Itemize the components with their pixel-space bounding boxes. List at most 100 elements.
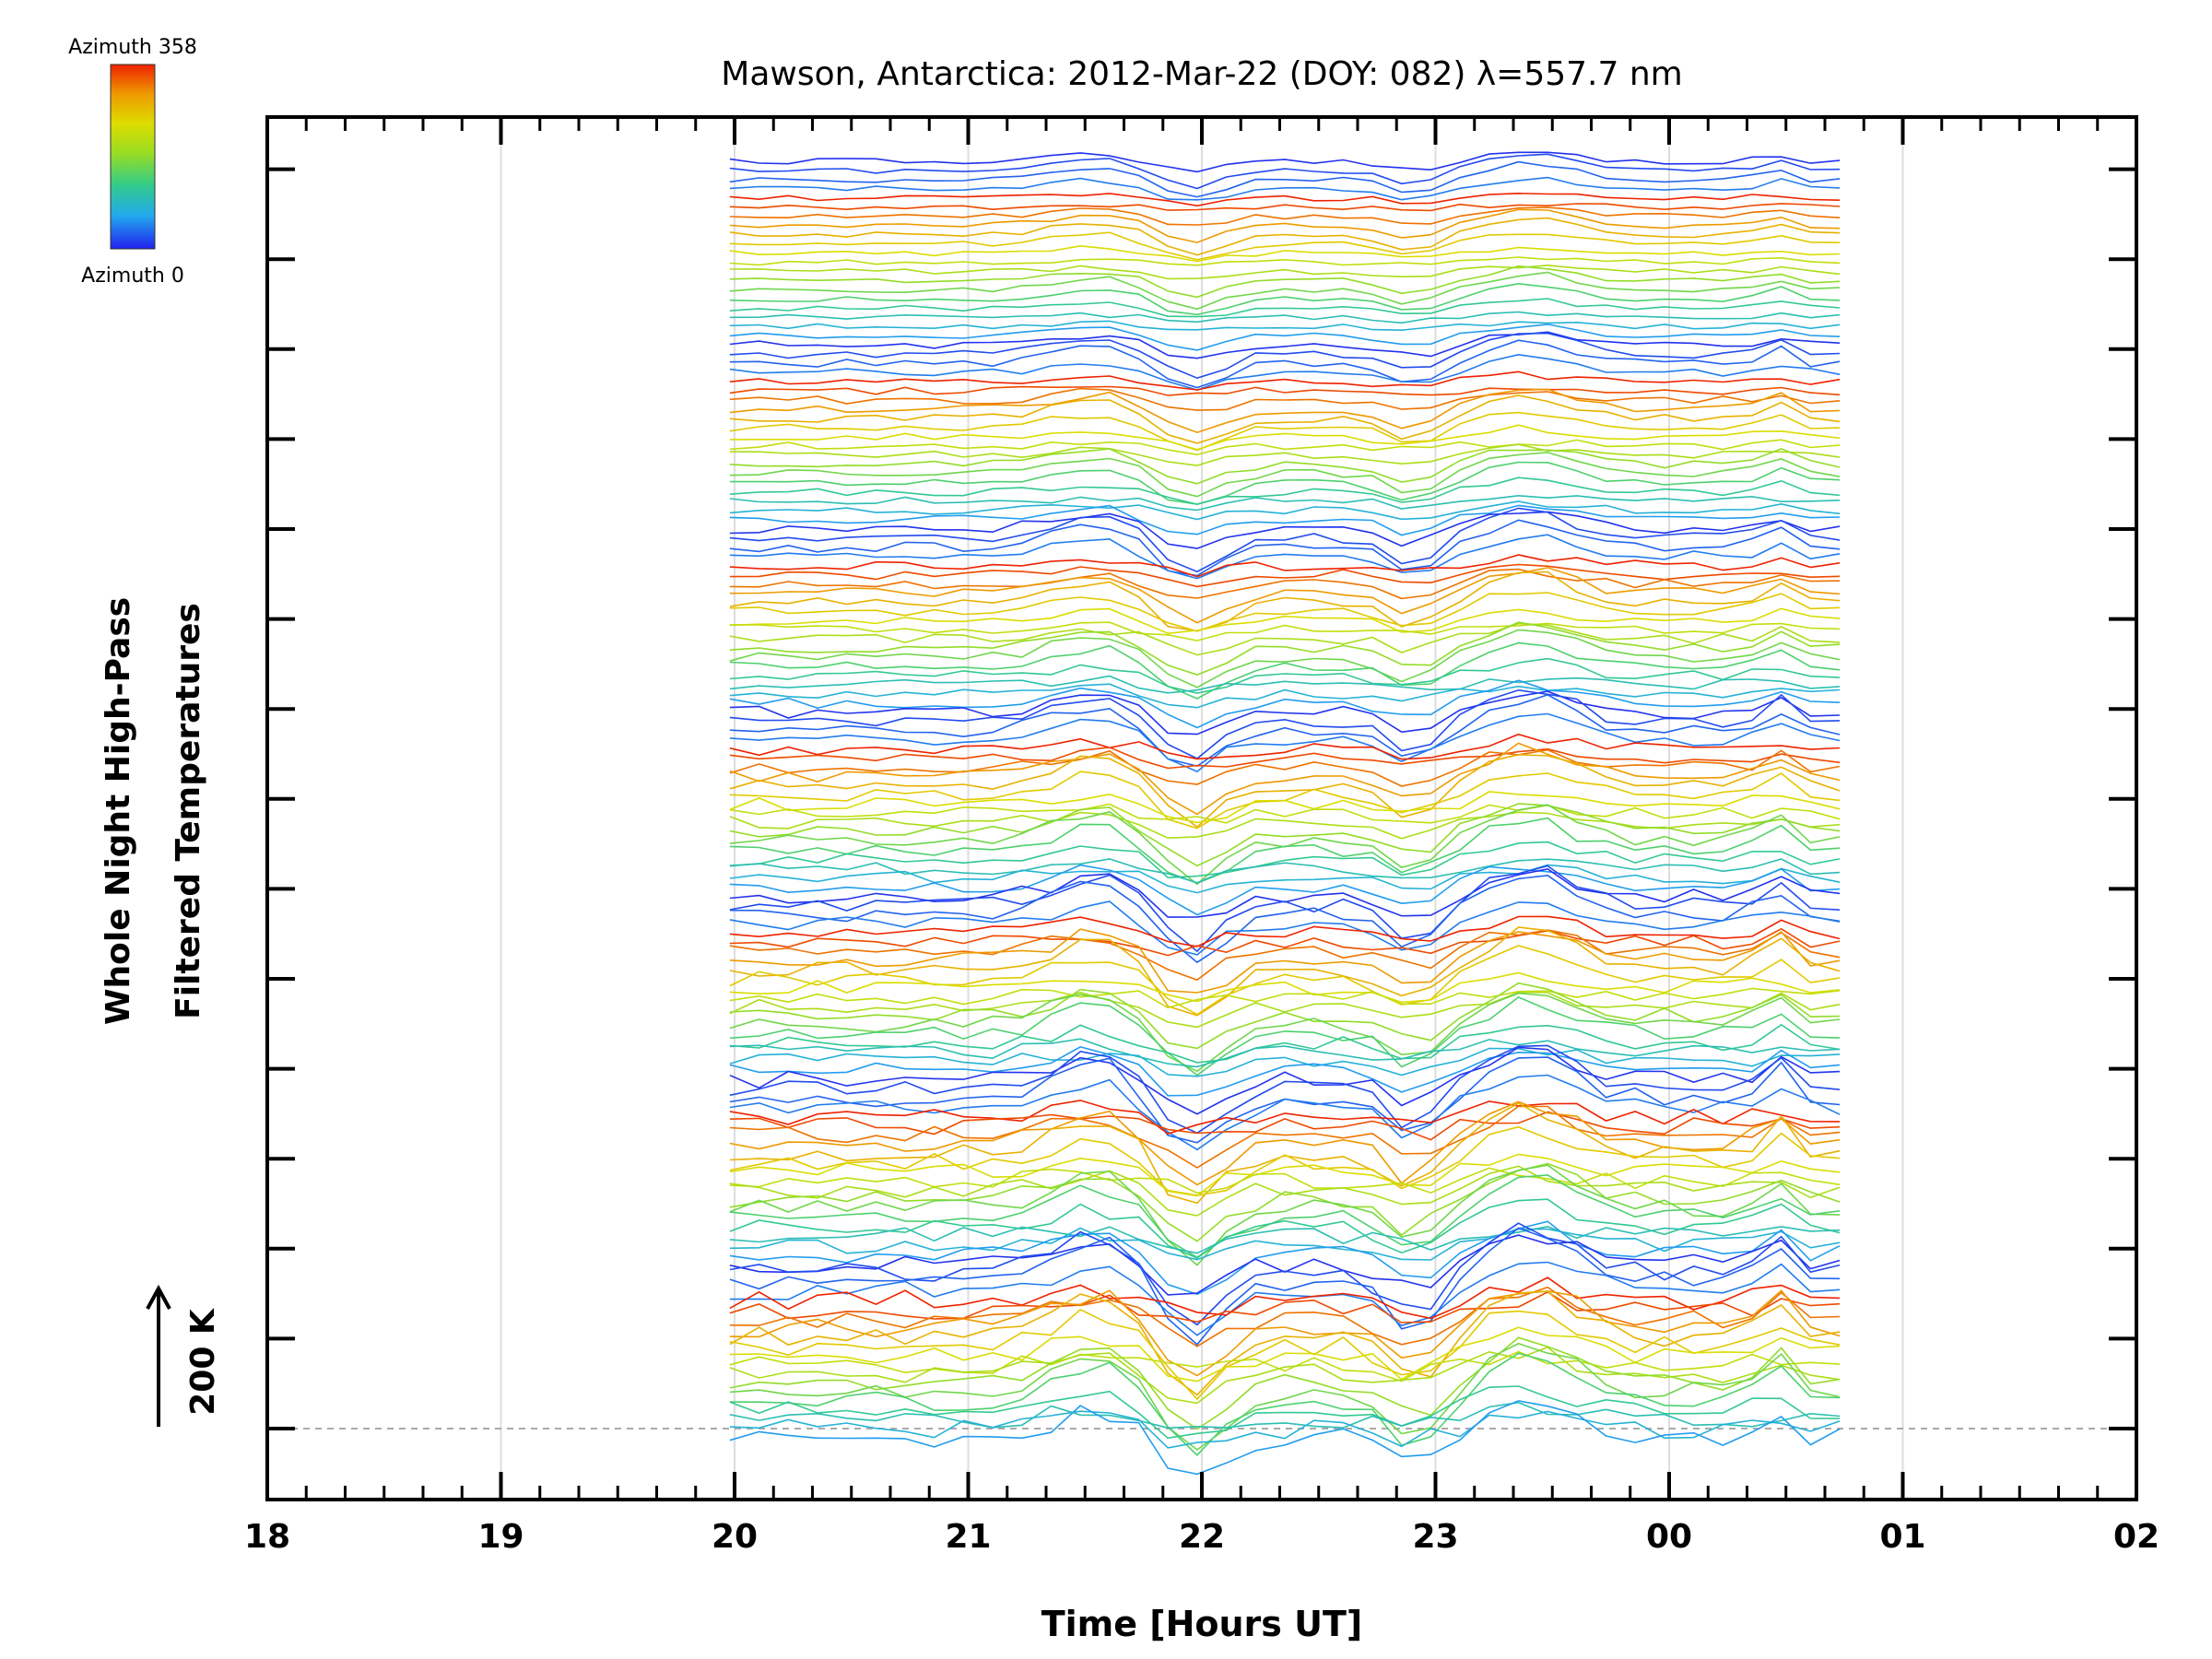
azimuth-series-line [729,987,1841,1009]
azimuth-series-line [729,629,1841,688]
azimuth-series-line [729,231,1841,261]
azimuth-series-line [729,1167,1841,1194]
azimuth-series-line [729,1227,1841,1346]
azimuth-series-line [729,1047,1841,1077]
azimuth-series-line [729,1261,1841,1336]
azimuth-series-line [729,868,1841,918]
azimuth-series-line [729,945,1841,1016]
azimuth-series-line [729,1336,1841,1430]
azimuth-series-line [729,1385,1841,1440]
azimuth-series-line [729,494,1841,512]
azimuth-series-line [729,339,1841,389]
azimuth-series-line [729,982,1841,1050]
azimuth-series-line [729,1289,1841,1377]
y-axis-label-line2: Filtered Temperatures [170,603,207,1019]
azimuth-series-line [729,641,1841,700]
azimuth-series-line [729,712,1841,773]
azimuth-series-line [729,1350,1841,1382]
x-tick-label: 01 [1879,1518,1925,1556]
azimuth-series-line [729,331,1841,359]
azimuth-series-line [729,683,1841,709]
azimuth-series-line [729,791,1841,824]
scale-label: 200 K [184,1308,222,1416]
azimuth-series-line [729,1038,1841,1068]
azimuth-series-line [729,971,1841,1004]
azimuth-series-line [729,203,1841,212]
x-tick-label: 00 [1646,1518,1692,1556]
azimuth-series-line [729,282,1841,316]
azimuth-series-line [729,151,1841,173]
x-tick-label: 22 [1179,1518,1225,1556]
azimuth-series-line [729,1046,1841,1115]
azimuth-series-line [729,1125,1841,1196]
azimuth-series-line [729,928,1841,994]
azimuth-series-line [729,519,1841,577]
azimuth-series-line [729,992,1841,1073]
azimuth-series-line [729,1410,1841,1449]
azimuth-series-line [729,176,1841,201]
azimuth-series-line [729,621,1841,641]
azimuth-series-line [729,1162,1841,1242]
azimuth-series-line [729,217,1841,256]
azimuth-colorbar [110,64,156,250]
azimuth-series-line [729,1401,1841,1430]
azimuth-series-line [729,927,1841,957]
azimuth-series-line [729,206,1841,226]
azimuth-series-line [729,679,1841,729]
azimuth-series-line [729,747,1841,770]
azimuth-series-line [729,1225,1841,1254]
azimuth-series-line [729,1100,1841,1135]
azimuth-series-line [729,1400,1841,1476]
azimuth-series-line [729,1227,1841,1261]
azimuth-series-line [729,915,1841,947]
azimuth-series-line [729,621,1841,676]
azimuth-series-line [729,1346,1841,1405]
x-tick-label: 20 [712,1518,758,1556]
azimuth-series-line [729,332,1841,380]
azimuth-series-line [729,511,1841,549]
azimuth-series-line [729,1100,1841,1186]
azimuth-series-line [729,568,1841,600]
azimuth-series-line [729,452,1841,498]
azimuth-series-line [729,448,1841,485]
azimuth-series-line [729,803,1841,824]
azimuth-series-line [729,1023,1841,1064]
azimuth-series-line [729,477,1841,506]
azimuth-series-line [729,411,1841,452]
x-tick-label: 23 [1412,1518,1458,1556]
axis-ticks [265,117,2138,1500]
azimuth-series-line [729,507,1841,573]
azimuth-series-line [729,160,1841,198]
azimuth-series-line [729,271,1841,311]
azimuth-series-line [729,1222,1841,1326]
azimuth-series-line [729,1111,1841,1141]
azimuth-series-line [729,439,1841,456]
azimuth-series-line [729,1326,1841,1382]
azimuth-series-line [729,1277,1841,1320]
azimuth-series-line [729,153,1841,190]
azimuth-series-line [729,1074,1841,1151]
azimuth-series-line [729,803,1841,867]
azimuth-series-line [729,865,1841,953]
chart-title: Mawson, Antarctica: 2012-Mar-22 (DOY: 08… [721,55,1682,93]
azimuth-series-line [729,1198,1841,1259]
azimuth-series-line [729,733,1841,760]
azimuth-series-line [729,607,1841,635]
azimuth-series-line [729,1286,1841,1347]
azimuth-series-line [729,244,1841,263]
azimuth-series-line [729,657,1841,694]
azimuth-series-line [729,1352,1841,1456]
azimuth-series-line [729,690,1841,735]
azimuth-series-line [729,208,1841,243]
azimuth-series-line [729,1164,1841,1266]
x-tick-label: 21 [945,1518,991,1556]
azimuth-series-line [729,1290,1841,1396]
azimuth-series-line [729,874,1841,964]
azimuth-series-line [729,264,1841,280]
azimuth-series-line [729,192,1841,207]
azimuth-series-line [729,688,1841,759]
azimuth-series-line [729,991,1841,1029]
azimuth-series-line [729,995,1841,1077]
x-tick-label: 19 [477,1518,524,1556]
azimuth-series-line [729,929,1841,982]
